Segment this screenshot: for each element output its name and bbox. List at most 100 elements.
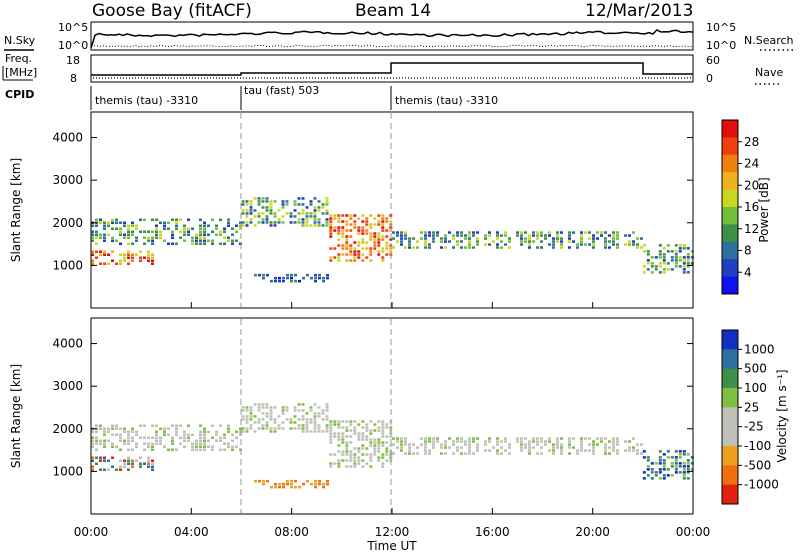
- power-cell-534: [404, 237, 407, 240]
- power-cell-72: [111, 236, 114, 239]
- velocity-cell-445: [361, 420, 365, 423]
- velocity-cell-462: [365, 462, 369, 465]
- power-cell-149: [183, 233, 186, 236]
- velocity-cell-361: [314, 485, 317, 489]
- velocity-cell-171: [203, 427, 206, 430]
- velocity-cell-334: [325, 427, 329, 430]
- velocity-cell-292: [301, 403, 305, 406]
- power-cell-93: [131, 221, 134, 224]
- velocity-cell-593: [472, 452, 475, 455]
- velocity-cell-116: [155, 424, 158, 427]
- power-cell-413: [345, 247, 349, 250]
- power-cell-110: [147, 239, 150, 242]
- power-cell-10: [103, 253, 106, 256]
- power-cell-617: [508, 240, 511, 243]
- power-cell-666: [568, 240, 571, 243]
- velocity-cell-551: [424, 452, 427, 455]
- velocity-cell-71: [111, 433, 114, 436]
- velocity-cell-572: [452, 443, 455, 446]
- velocity-cell-469: [369, 453, 373, 456]
- power-cell-374: [329, 232, 333, 235]
- power-cell-129: [163, 239, 166, 242]
- velocity-cell-100: [135, 442, 138, 445]
- velocity-cell-185: [211, 448, 214, 451]
- power-cell-395: [337, 259, 341, 262]
- velocity-cell-586: [468, 440, 471, 443]
- power-cell-24: [127, 253, 130, 256]
- power-cell-248: [261, 221, 265, 224]
- velocity-cell-510: [385, 459, 389, 462]
- velocity-cell-787: [686, 477, 690, 480]
- velocity-cell-225: [245, 430, 249, 433]
- power-cell-761: [674, 250, 678, 253]
- velocity-cell-390: [337, 438, 341, 441]
- velocity-cell-495: [381, 432, 385, 435]
- power-cell-140: [175, 224, 178, 227]
- power-cell-550: [424, 243, 427, 246]
- power-cell-64: [103, 236, 106, 239]
- velocity-cell-451: [361, 447, 365, 450]
- power-cell-312: [313, 209, 317, 212]
- power-cell-228: [249, 206, 253, 209]
- power-cell-57: [99, 221, 102, 224]
- velocity-cell-523: [392, 452, 395, 455]
- velocity-cell-749: [662, 468, 666, 471]
- power-cell-538: [408, 243, 411, 246]
- velocity-cell-286: [293, 427, 297, 430]
- velocity-cell-82: [119, 448, 122, 451]
- power-cell-29: [131, 259, 134, 262]
- power-cell-292: [301, 197, 305, 200]
- velocity-cell-726: [646, 456, 650, 459]
- date-title: 12/Mar/2013: [585, 1, 693, 21]
- velocity-cell-61: [103, 430, 106, 433]
- power-cell-179: [207, 224, 210, 227]
- velocity-cell-715: [632, 446, 635, 449]
- velocity-cell-537: [408, 446, 411, 449]
- power-cell-615: [504, 243, 507, 246]
- power-cell-269: [277, 218, 281, 221]
- power-cell-35: [147, 250, 150, 253]
- power-cell-672: [580, 231, 583, 234]
- velocity-cell-179: [207, 430, 210, 433]
- velocity-cell-188: [215, 439, 218, 442]
- velocity-cell-460: [365, 447, 369, 450]
- velocity-cell-595: [476, 443, 479, 446]
- velocity-colorbar-segment-8: [722, 484, 738, 505]
- velocity-colorbar-segment-1: [722, 349, 738, 370]
- power-cell-406: [345, 220, 349, 223]
- velocity-cell-754: [666, 468, 670, 471]
- power-cell-419: [349, 229, 353, 232]
- power-cell-262: [269, 224, 273, 227]
- velocity-cell-683: [592, 443, 595, 446]
- power-cell-482: [377, 220, 381, 223]
- velocity-cell-352: [290, 485, 293, 489]
- velocity-cell-750: [662, 474, 666, 477]
- power-cell-352: [290, 279, 293, 283]
- velocity-cell-21: [123, 462, 126, 465]
- velocity-cell-29: [131, 465, 134, 468]
- velocity-cell-195: [223, 442, 226, 445]
- velocity-cell-722: [642, 450, 646, 453]
- power-cell-239: [257, 203, 261, 206]
- power-cell-56: [99, 218, 102, 221]
- power-cell-209: [239, 221, 242, 224]
- power-cell-224: [245, 221, 249, 224]
- velocity-cell-152: [187, 433, 190, 436]
- power-cell-90: [127, 233, 130, 236]
- power-cell-485: [377, 235, 381, 238]
- power-cell-529: [400, 237, 403, 240]
- power-cell-574: [456, 231, 459, 234]
- velocity-cell-479: [373, 450, 377, 453]
- power-colorbar-tick-label-5: 8: [744, 244, 752, 258]
- velocity-cell-208: [235, 445, 238, 448]
- power-cell-686: [592, 246, 595, 249]
- velocity-cell-25: [127, 462, 130, 465]
- power-cell-680: [588, 237, 591, 240]
- power-cell-324: [321, 203, 325, 206]
- velocity-cell-318: [317, 406, 321, 409]
- velocity-cell-166: [199, 436, 202, 439]
- velocity-cell-359: [314, 479, 317, 483]
- power-cell-236: [253, 224, 257, 227]
- power-cell-341: [270, 279, 273, 283]
- power-cell-49: [95, 218, 98, 221]
